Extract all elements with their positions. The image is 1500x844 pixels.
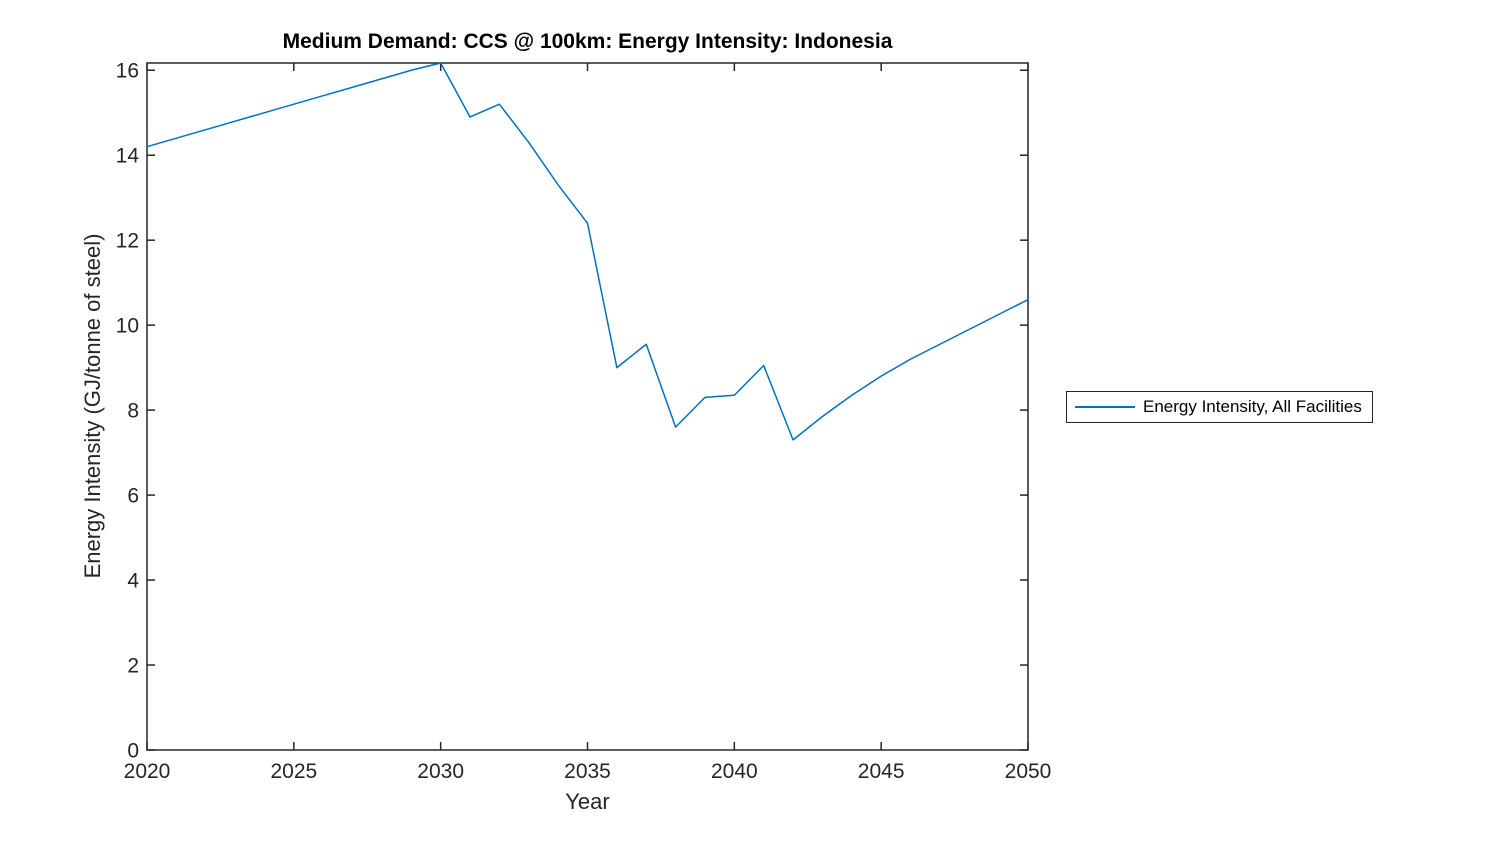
x-tick-label: 2035: [564, 760, 611, 783]
y-tick-label: 4: [127, 569, 139, 592]
x-tick-label: 2050: [1005, 760, 1052, 783]
y-axis-label: Energy Intensity (GJ/tonne of steel): [80, 233, 105, 579]
y-tick-label: 0: [127, 739, 139, 762]
y-axis-ticks: 0 2 4 6 8 10 12 14 16: [116, 60, 1028, 762]
x-axis-ticks: 2020 2025 2030 2035 2040 2045 2050: [124, 63, 1052, 783]
series-line: [146, 62, 1029, 441]
y-tick-label: 2: [127, 654, 139, 677]
legend-box: Energy Intensity, All Facilities: [1066, 391, 1373, 423]
y-tick-label: 14: [116, 145, 140, 168]
x-tick-label: 2040: [711, 760, 758, 783]
y-tick-label: 12: [116, 230, 139, 253]
legend-line-sample: [1075, 406, 1135, 408]
legend-entry-label: Energy Intensity, All Facilities: [1143, 397, 1362, 416]
x-tick-label: 2020: [124, 760, 171, 783]
y-tick-label: 8: [127, 399, 139, 422]
y-tick-label: 6: [127, 484, 139, 507]
x-tick-label: 2045: [858, 760, 905, 783]
x-tick-label: 2025: [270, 760, 317, 783]
x-axis-label: Year: [565, 789, 610, 814]
x-tick-label: 2030: [417, 760, 464, 783]
axes-frame: [146, 62, 1029, 751]
chart-title: Medium Demand: CCS @ 100km: Energy Inten…: [282, 30, 893, 53]
y-tick-label: 10: [116, 314, 139, 337]
y-tick-label: 16: [116, 60, 139, 83]
